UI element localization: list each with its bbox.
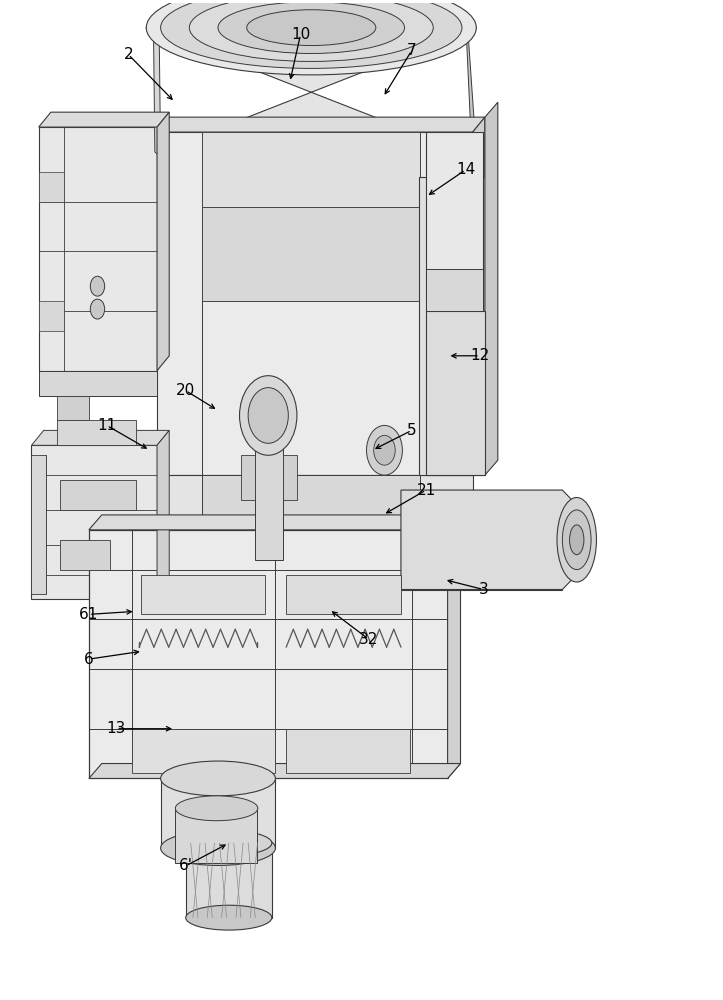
Polygon shape: [140, 575, 265, 614]
Ellipse shape: [161, 761, 275, 796]
Circle shape: [90, 276, 105, 296]
Polygon shape: [146, 28, 476, 157]
Circle shape: [374, 435, 395, 465]
Ellipse shape: [562, 510, 591, 570]
Polygon shape: [132, 729, 275, 773]
Polygon shape: [38, 371, 157, 396]
Polygon shape: [241, 455, 255, 500]
Ellipse shape: [186, 831, 272, 856]
Polygon shape: [473, 117, 485, 475]
Text: 14: 14: [456, 162, 475, 177]
Polygon shape: [426, 132, 484, 311]
Text: 11: 11: [97, 418, 116, 433]
Polygon shape: [283, 455, 297, 500]
Polygon shape: [60, 480, 135, 510]
Polygon shape: [38, 172, 64, 202]
Polygon shape: [157, 117, 485, 132]
Polygon shape: [89, 764, 461, 778]
Ellipse shape: [186, 905, 272, 930]
Text: 2: 2: [124, 47, 133, 62]
Text: 6': 6': [179, 858, 193, 873]
Polygon shape: [153, 28, 161, 157]
Polygon shape: [161, 778, 275, 848]
Polygon shape: [32, 445, 157, 599]
Polygon shape: [157, 112, 169, 371]
Circle shape: [239, 376, 297, 455]
Polygon shape: [286, 575, 401, 614]
Circle shape: [248, 388, 288, 443]
Polygon shape: [186, 843, 272, 918]
Text: 7: 7: [407, 43, 416, 58]
Polygon shape: [38, 112, 169, 127]
Circle shape: [90, 299, 105, 319]
Ellipse shape: [218, 2, 405, 53]
Ellipse shape: [189, 0, 433, 61]
Polygon shape: [32, 455, 46, 594]
Ellipse shape: [570, 525, 584, 555]
Polygon shape: [38, 301, 64, 331]
Polygon shape: [157, 430, 169, 599]
Polygon shape: [157, 475, 473, 530]
Text: 5: 5: [407, 423, 416, 438]
Ellipse shape: [175, 796, 258, 821]
Polygon shape: [286, 729, 410, 773]
Ellipse shape: [161, 831, 275, 865]
Polygon shape: [448, 515, 461, 778]
Ellipse shape: [557, 498, 596, 582]
Polygon shape: [32, 430, 169, 445]
Polygon shape: [485, 102, 498, 475]
Text: 61: 61: [80, 607, 98, 622]
Polygon shape: [401, 490, 577, 589]
Polygon shape: [56, 420, 135, 445]
Ellipse shape: [161, 0, 462, 68]
Text: 10: 10: [291, 27, 310, 42]
Polygon shape: [466, 28, 476, 157]
Polygon shape: [157, 132, 473, 475]
Polygon shape: [38, 127, 157, 371]
Polygon shape: [419, 177, 485, 475]
Text: 32: 32: [359, 632, 378, 647]
Polygon shape: [89, 515, 461, 530]
Polygon shape: [202, 207, 420, 301]
Polygon shape: [255, 430, 283, 560]
Polygon shape: [175, 808, 257, 863]
Polygon shape: [426, 269, 484, 311]
Ellipse shape: [247, 10, 376, 46]
Polygon shape: [89, 530, 448, 778]
Text: 3: 3: [479, 582, 488, 597]
Polygon shape: [401, 490, 562, 589]
Ellipse shape: [146, 0, 476, 75]
Polygon shape: [426, 311, 485, 475]
Polygon shape: [60, 540, 111, 570]
Text: 12: 12: [470, 348, 489, 363]
Polygon shape: [56, 396, 89, 420]
Text: 20: 20: [176, 383, 195, 398]
Circle shape: [367, 425, 403, 475]
Text: 6: 6: [84, 652, 94, 667]
Polygon shape: [202, 475, 420, 530]
Text: 13: 13: [106, 721, 126, 736]
Polygon shape: [202, 132, 420, 207]
Text: 21: 21: [416, 483, 436, 498]
